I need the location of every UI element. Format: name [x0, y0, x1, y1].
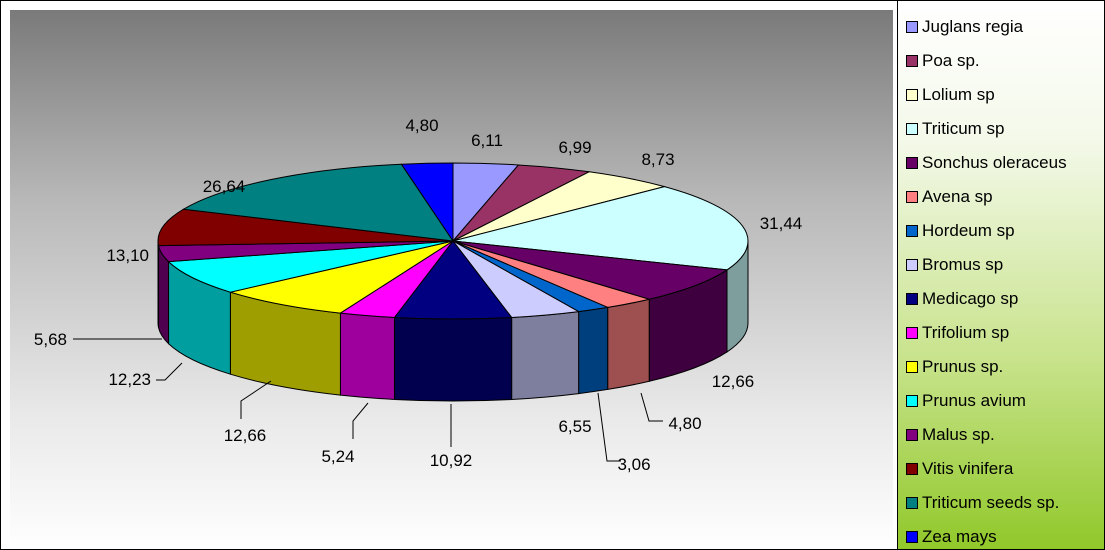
legend-label: Avena sp [922, 187, 993, 206]
data-label-bromus-sp: 6,55 [558, 417, 591, 436]
leader-line-trifolium-sp [352, 402, 369, 439]
legend-label: Juglans regia [922, 17, 1024, 36]
pie-slice-vitis-vinifera [157, 208, 454, 247]
leader-line-hordeum-sp [597, 392, 621, 462]
legend-swatch [906, 55, 918, 67]
legend-item-poa-sp: Poa sp. [906, 51, 980, 71]
legend-swatch [906, 157, 918, 169]
legend-swatch [906, 293, 918, 305]
legend-label: Poa sp. [922, 51, 980, 70]
legend-item-zea-mays: Zea mays [906, 527, 997, 547]
legend-swatch [906, 361, 918, 373]
pie-slice-triticum-seeds-sp [182, 163, 455, 242]
pie-chart: 6,11 6,99 8,73 31,44 12,66 4,80 3,06 6,55 10,92 5… [34, 116, 802, 474]
legend-swatch [906, 429, 918, 441]
data-label-triticum-seeds-sp: 26,64 [203, 177, 246, 196]
legend-label: Bromus sp [922, 255, 1004, 274]
legend-swatch [906, 191, 918, 203]
legend-item-sonchus-oleraceus: Sonchus oleraceus [906, 153, 1067, 173]
leader-line-avena-sp [640, 392, 663, 422]
pie-slice-prunus-avium [167, 240, 454, 293]
data-labels: 6,11 6,99 8,73 31,44 12,66 4,80 3,06 6,55 10,92 5… [34, 116, 802, 474]
legend-label: Trifolium sp [922, 323, 1010, 342]
legend-swatch [906, 327, 918, 339]
data-label-poa-sp: 6,99 [558, 138, 591, 157]
legend-item-trifolium-sp: Trifolium sp [906, 323, 1009, 343]
leader-line-prunus-sp [240, 380, 272, 419]
legend-item-bromus-sp: Bromus sp [906, 255, 1003, 275]
data-label-hordeum-sp: 3,06 [617, 455, 650, 474]
legend-label: Zea mays [922, 527, 997, 546]
legend-label: Sonchus oleraceus [922, 153, 1067, 172]
legend-label: Triticum seeds sp. [922, 493, 1060, 512]
data-label-zea-mays: 4,80 [405, 116, 438, 135]
legend-swatch [906, 531, 918, 543]
legend-label: Prunus avium [922, 391, 1026, 410]
pie-side-trifolium-sp [339, 312, 395, 400]
data-label-sonchus-oleraceus: 12,66 [712, 372, 755, 391]
legend-swatch [906, 123, 918, 135]
legend-item-triticum-seeds-sp: Triticum seeds sp. [906, 493, 1059, 513]
data-label-malus-sp: 5,68 [34, 330, 67, 349]
legend-swatch [906, 21, 918, 33]
legend-item-lolium-sp: Lolium sp [906, 85, 995, 105]
pie-slice-zea-mays [400, 162, 454, 243]
pie-slice-sonchus-oleraceus [452, 240, 729, 300]
pie-slice-prunus-sp [228, 240, 454, 314]
data-label-triticum-sp: 31,44 [760, 214, 803, 233]
legend-label: Prunus sp. [922, 357, 1004, 376]
pie-side-vitis-vinifera [157, 240, 160, 328]
data-label-juglans-regia: 6,11 [471, 131, 503, 150]
legend-item-juglans-regia: Juglans regia [906, 17, 1023, 37]
pie-side-walls [157, 240, 749, 402]
pie-slice-medicago-sp [393, 240, 513, 320]
legend-item-vitis-vinifera: Vitis vinifera [906, 459, 1013, 479]
legend-item-medicago-sp: Medicago sp [906, 289, 1018, 309]
pie-side-avena-sp [607, 298, 650, 391]
legend-swatch [906, 259, 918, 271]
data-label-trifolium-sp: 5,24 [321, 447, 354, 466]
legend-swatch [906, 89, 918, 101]
legend-swatch [906, 395, 918, 407]
legend-swatch [906, 225, 918, 237]
legend-label: Triticum sp [922, 119, 1005, 138]
data-label-vitis-vinifera: 13,10 [106, 246, 149, 265]
legend-label: Vitis vinifera [922, 459, 1014, 478]
legend-label: Medicago sp [922, 289, 1019, 308]
pie-side-medicago-sp [393, 316, 513, 402]
data-label-medicago-sp: 10,92 [430, 451, 473, 470]
pie-side-bromus-sp [511, 311, 580, 400]
legend-label: Malus sp. [922, 425, 995, 444]
legend-swatch [906, 463, 918, 475]
pie-top-faces [157, 162, 749, 320]
legend-item-malus-sp: Malus sp. [906, 425, 995, 445]
data-label-lolium-sp: 8,73 [641, 150, 674, 169]
legend-item-triticum-sp: Triticum sp [906, 119, 1005, 139]
pie-side-hordeum-sp [578, 306, 609, 395]
data-label-prunus-avium: 12,23 [108, 370, 151, 389]
leader-line-prunus-avium [156, 362, 183, 381]
legend-item-prunus-sp: Prunus sp. [906, 357, 1003, 377]
pie-slice-triticum-sp [452, 186, 749, 271]
legend: Juglans regia Poa sp. Lolium sp Triticum sp… [897, 1, 1104, 549]
legend-label: Hordeum sp [922, 221, 1015, 240]
legend-label: Lolium sp [922, 85, 995, 104]
legend-item-prunus-avium: Prunus avium [906, 391, 1026, 411]
legend-item-hordeum-sp: Hordeum sp [906, 221, 1015, 241]
data-label-avena-sp: 4,80 [668, 414, 701, 433]
legend-swatch [906, 497, 918, 509]
legend-item-avena-sp: Avena sp [906, 187, 993, 207]
data-label-prunus-sp: 12,66 [224, 426, 267, 445]
